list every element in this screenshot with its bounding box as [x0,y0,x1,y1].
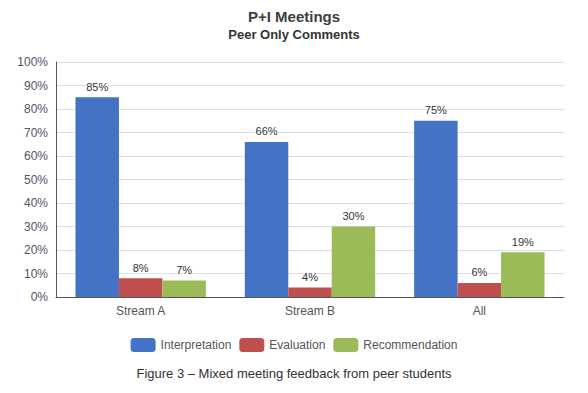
svg-text:20%: 20% [24,243,48,257]
svg-text:40%: 40% [24,196,48,210]
svg-text:All: All [473,304,486,318]
svg-text:4%: 4% [302,271,318,283]
svg-text:Evaluation: Evaluation [269,338,325,352]
svg-text:8%: 8% [133,262,149,274]
svg-text:30%: 30% [24,220,48,234]
svg-text:0%: 0% [31,290,49,304]
svg-text:Figure 3 – Mixed meeting feedb: Figure 3 – Mixed meeting feedback from p… [136,366,452,381]
svg-text:Stream A: Stream A [116,304,165,318]
svg-text:10%: 10% [24,267,48,281]
svg-text:P+I Meetings: P+I Meetings [248,8,340,25]
svg-text:Peer Only Comments: Peer Only Comments [228,27,360,42]
svg-text:30%: 30% [342,210,364,222]
svg-text:60%: 60% [24,149,48,163]
svg-text:Interpretation: Interpretation [161,338,232,352]
svg-text:80%: 80% [24,102,48,116]
svg-text:70%: 70% [24,126,48,140]
svg-text:75%: 75% [425,104,447,116]
svg-text:19%: 19% [512,236,534,248]
svg-text:6%: 6% [471,266,487,278]
svg-text:50%: 50% [24,173,48,187]
svg-text:Recommendation: Recommendation [363,338,457,352]
svg-text:85%: 85% [86,81,108,93]
svg-text:100%: 100% [17,55,48,69]
svg-text:66%: 66% [256,125,278,137]
svg-text:7%: 7% [176,264,192,276]
svg-text:Stream B: Stream B [285,304,335,318]
svg-text:90%: 90% [24,79,48,93]
